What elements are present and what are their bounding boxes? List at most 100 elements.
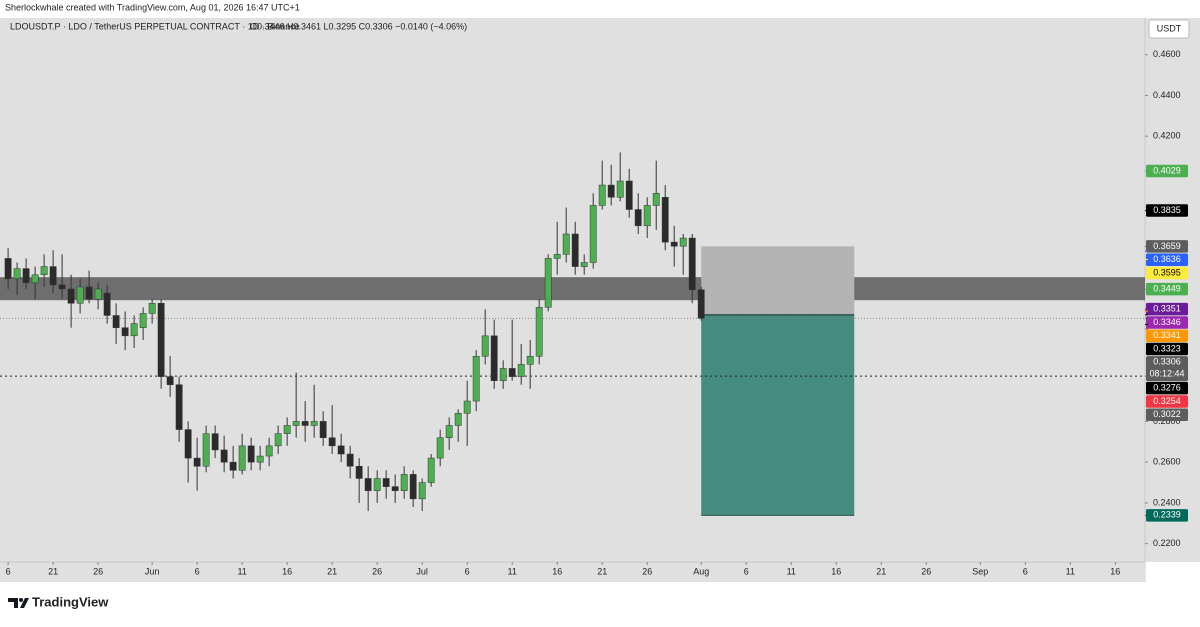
candle-body <box>22 268 30 284</box>
candle-body <box>544 258 552 308</box>
candle-body <box>139 313 147 328</box>
candle-body <box>238 445 246 471</box>
candle-body <box>103 292 111 316</box>
candle-body <box>58 284 66 290</box>
price-label-box <box>1146 408 1188 422</box>
x-tick-label: 21 <box>327 566 337 576</box>
x-tick-label: Jul <box>416 566 428 576</box>
candle-body <box>328 437 336 447</box>
time-axis-background <box>0 562 1145 582</box>
candle-body <box>652 192 660 206</box>
price-label: 0.3659 <box>1153 241 1181 251</box>
x-tick-label: 16 <box>282 566 292 576</box>
candle-body <box>85 286 93 300</box>
candle-body <box>247 445 255 463</box>
price-label: 0.3351 <box>1153 304 1181 314</box>
price-label: 0.3449 <box>1153 284 1181 294</box>
candle-body <box>391 486 399 491</box>
candle-body <box>319 421 327 438</box>
candle-body <box>31 274 39 284</box>
candle-body <box>382 478 390 487</box>
price-label-box <box>1146 509 1188 522</box>
price-label: 0.4029 <box>1153 165 1181 175</box>
price-label: 0.3636 <box>1153 254 1181 264</box>
candle-body <box>292 421 300 426</box>
candle-body <box>490 335 498 381</box>
candle-body <box>445 425 453 438</box>
stop-zone <box>701 246 855 315</box>
brand: TradingView <box>32 594 109 609</box>
target-zone <box>701 314 855 516</box>
x-tick-label: 21 <box>48 566 58 576</box>
candle-body <box>184 429 192 459</box>
candle-body <box>553 254 561 259</box>
x-tick-label: Aug <box>693 566 709 576</box>
x-tick-label: Sep <box>972 566 988 576</box>
x-tick-label: 6 <box>1023 566 1028 576</box>
candle-body <box>562 233 570 255</box>
price-label-box <box>1146 282 1188 296</box>
candle-body <box>337 445 345 455</box>
y-tick-label: 0.2400 <box>1153 497 1181 507</box>
candle-body <box>256 455 264 463</box>
price-label-box <box>1146 342 1188 356</box>
x-tick-label: 26 <box>93 566 103 576</box>
price-label-box <box>1146 302 1188 316</box>
y-tick-label: 0.4600 <box>1153 49 1181 59</box>
candle-body <box>283 425 291 434</box>
candle-body <box>13 268 21 280</box>
price-label-box <box>1146 253 1188 266</box>
candle-body <box>202 433 210 467</box>
brand-logo <box>8 598 29 608</box>
x-tick-label: 16 <box>552 566 562 576</box>
candle-body <box>373 478 381 491</box>
candle-body <box>49 266 57 286</box>
candle-body <box>517 364 525 377</box>
price-label: 0.3341 <box>1153 330 1181 340</box>
candle-body <box>364 478 372 491</box>
y-tick-label: 0.4200 <box>1153 131 1181 141</box>
candle-body <box>463 400 471 414</box>
price-label-box <box>1146 356 1188 382</box>
x-tick-label: 26 <box>642 566 652 576</box>
y-tick-label: 0.4400 <box>1153 90 1181 100</box>
price-label-box <box>1146 164 1188 178</box>
candle-body <box>148 302 156 314</box>
candle-body <box>409 474 417 500</box>
price-label: 0.2339 <box>1153 510 1181 520</box>
price-label: 0.3306 <box>1153 357 1181 367</box>
x-tick-label: 6 <box>465 566 470 576</box>
currency: USDT <box>1157 23 1182 33</box>
x-tick-label: 6 <box>195 566 200 576</box>
candle-body <box>40 266 48 275</box>
y-tick-label: 0.2600 <box>1153 457 1181 467</box>
candle-body <box>355 465 363 479</box>
countdown: 08:12:44 <box>1149 369 1184 379</box>
price-label-box <box>1146 316 1188 329</box>
candle-body <box>436 437 444 459</box>
x-tick-label: 6 <box>6 566 11 576</box>
x-tick-label: Jun <box>145 566 160 576</box>
zone <box>0 277 1145 301</box>
x-tick-label: 11 <box>508 566 517 576</box>
price-label: 0.3276 <box>1153 383 1181 393</box>
candle-body <box>265 445 273 457</box>
currency-box[interactable] <box>1148 19 1190 39</box>
price-label-box <box>1146 395 1188 408</box>
candle-body <box>427 457 435 483</box>
candle-body <box>625 180 633 210</box>
x-tick-label: 16 <box>1110 566 1120 576</box>
candle-body <box>607 184 615 198</box>
candle-body <box>472 355 480 402</box>
ohlc-readout: O0.3446 H0.3461 L0.3295 C0.3306 −0.0140 … <box>250 21 467 31</box>
candle-body <box>580 262 588 267</box>
candle-body <box>94 288 102 300</box>
x-tick-label: 21 <box>597 566 607 576</box>
x-tick-label: 11 <box>1066 566 1075 576</box>
candle-body <box>661 197 669 243</box>
price-label-box <box>1146 266 1188 280</box>
y-tick-label: 0.2200 <box>1153 538 1181 548</box>
candle-body <box>76 286 84 304</box>
candle-body <box>274 433 282 447</box>
candle-body <box>220 449 228 463</box>
